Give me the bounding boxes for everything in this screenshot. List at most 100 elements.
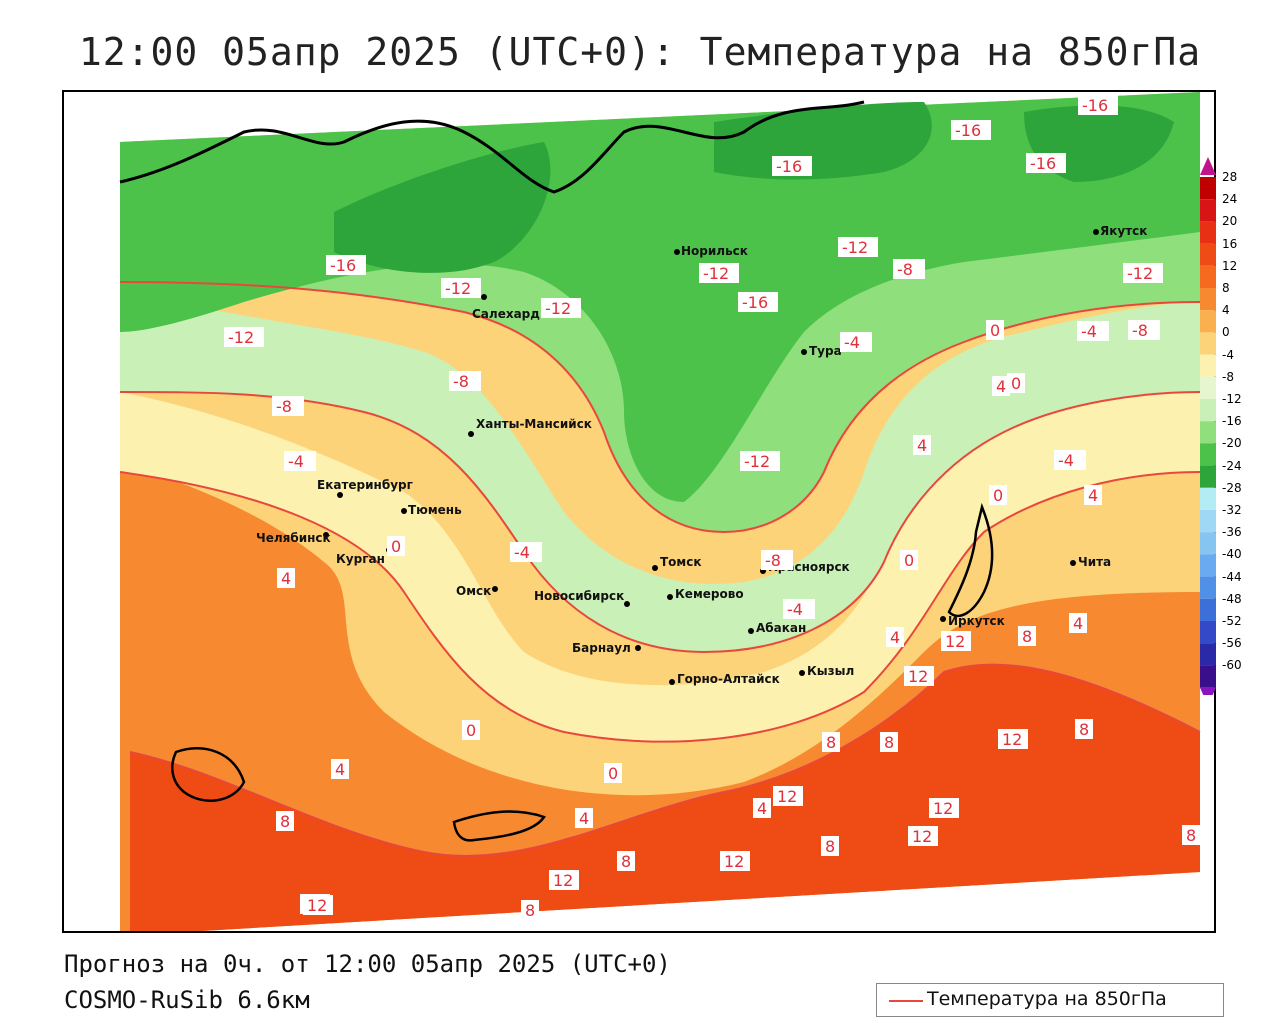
isotherm-label: -12 [441,278,481,298]
svg-text:Иркутск: Иркутск [948,614,1005,628]
isotherm-label: -16 [1078,95,1118,115]
scale-tick-label: -36 [1222,525,1242,540]
isotherm-label: 4 [886,627,904,647]
isotherm-label: 4 [992,376,1010,396]
isotherm-label: -16 [772,156,812,176]
svg-text:0: 0 [391,537,401,556]
isotherm-label: -4 [1077,321,1109,341]
svg-text:Кызыл: Кызыл [807,664,854,678]
svg-text:-8: -8 [897,260,913,279]
isotherm-label: -16 [738,292,778,312]
svg-text:0: 0 [466,721,476,740]
cities: Норильск Якутск Салехард Тура Ханты-Манс… [256,224,1147,686]
scale-tick-label: -8 [1222,369,1234,384]
svg-text:-16: -16 [330,256,356,275]
svg-text:12: 12 [912,827,932,846]
scale-swatch [1200,598,1216,621]
scale-swatch [1200,177,1216,200]
isotherm-label: -12 [224,327,264,347]
svg-text:Чита: Чита [1078,555,1111,569]
svg-text:8: 8 [280,812,290,831]
scale-arrow-up [1200,157,1216,175]
svg-text:-4: -4 [288,452,304,471]
isotherm-label: -12 [740,451,780,471]
scale-tick-label: -48 [1222,591,1242,606]
city-tura: Тура [801,344,842,358]
isotherm-label: -8 [272,396,304,416]
svg-text:Тура: Тура [809,344,842,358]
scale-swatch [1200,310,1216,333]
scale-tick-label: 24 [1222,192,1238,207]
svg-text:0: 0 [1011,374,1021,393]
isotherm-label: 4 [277,568,295,588]
svg-text:4: 4 [1088,486,1098,505]
svg-text:8: 8 [884,733,894,752]
svg-text:-4: -4 [514,543,530,562]
city-kyzyl: Кызыл [799,664,854,678]
city-yakutsk: Якутск [1093,224,1147,238]
svg-text:-16: -16 [1030,154,1056,173]
isotherm-label: 12 [908,826,938,846]
isotherm-line [119,391,1201,654]
isotherm-label: 12 [549,870,579,890]
isotherm-label: -4 [840,332,872,352]
scale-swatch [1200,288,1216,311]
scale-swatch [1200,199,1216,222]
svg-text:8: 8 [621,852,631,871]
scale-swatch [1200,265,1216,288]
isotherm-label: 8 [1182,825,1200,845]
color-scale-bar [1200,157,1216,706]
isotherm-label: -4 [510,542,542,562]
svg-text:4: 4 [335,760,345,779]
isotherm-label: 0 [462,720,480,740]
isotherm-label: -12 [1123,263,1163,283]
legend-label: Температура на 850гПа [927,988,1167,1010]
city-abakan: Абакан [748,621,806,635]
svg-text:Курган: Курган [336,552,385,566]
isotherm-label: 4 [575,808,593,828]
svg-text:-12: -12 [228,328,254,347]
isotherm-label: 0 [989,485,1007,505]
svg-text:Якутск: Якутск [1100,224,1147,238]
forecast-info: Прогноз на 0ч. от 12:00 05апр 2025 (UTC+… [64,950,671,978]
scale-swatch [1200,376,1216,399]
scale-tick-label: 12 [1222,258,1238,273]
isotherm-label: -12 [699,263,739,283]
svg-text:12: 12 [945,632,965,651]
svg-text:12: 12 [908,667,928,686]
svg-text:-4: -4 [844,333,860,352]
svg-text:Барнаул: Барнаул [572,641,631,655]
isotherm-label: 4 [331,759,349,779]
isotherm-label: 12 [929,798,959,818]
svg-text:4: 4 [996,377,1006,396]
isotherm-label: 12 [941,631,971,651]
isotherm-label: -4 [783,599,815,619]
isotherm-label: -4 [1054,450,1086,470]
model-name: COSMO-RuSib 6.6км [64,986,310,1014]
city-tomsk: Томск [652,555,702,571]
scale-tick-label: -44 [1222,569,1242,584]
lake-aral [171,747,246,802]
lake-balkhash [452,810,546,842]
city-novosibirsk: Новосибирск [534,589,630,607]
svg-text:12: 12 [307,896,327,915]
scale-swatch [1200,510,1216,533]
svg-text:-16: -16 [742,293,768,312]
svg-text:Омск: Омск [456,584,491,598]
isotherm-label: 0 [387,536,405,556]
city-omsk: Омск [456,584,498,598]
isotherm-label: -8 [449,371,481,391]
svg-text:12: 12 [1002,730,1022,749]
zone-red-south [130,664,1200,931]
city-yekaterinburg: Екатеринбург [317,478,413,498]
scale-swatch [1200,354,1216,377]
scale-swatch [1200,665,1216,688]
scale-swatch [1200,421,1216,444]
svg-text:8: 8 [825,837,835,856]
city-barnaul: Барнаул [572,641,641,655]
scale-tick-label: -52 [1222,614,1242,628]
scale-tick-label: -28 [1222,480,1242,495]
svg-text:-12: -12 [1127,264,1153,283]
scale-swatch [1200,576,1216,599]
isotherm-label: 12 [904,666,934,686]
